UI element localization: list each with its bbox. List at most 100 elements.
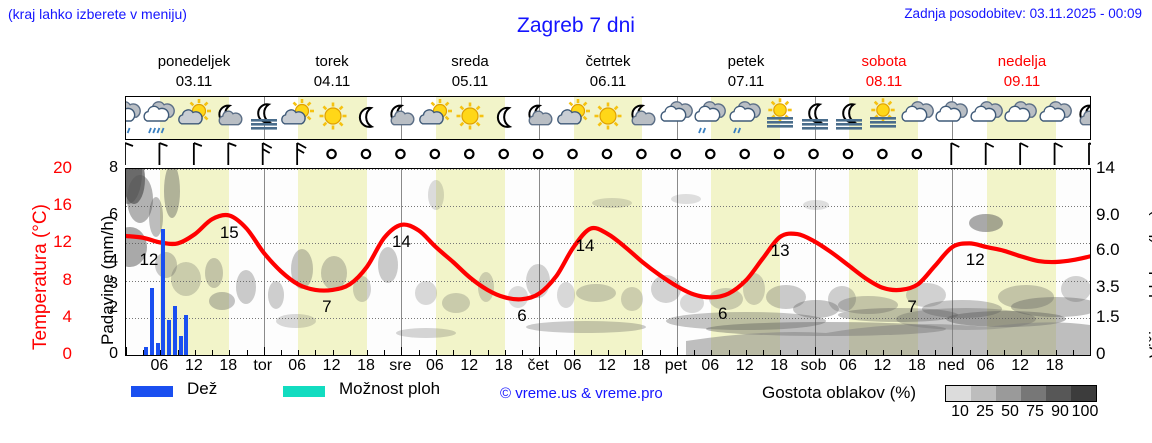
x-tick [177,350,179,355]
sun-icon [591,97,625,139]
precipitation-bar [172,306,177,355]
day-name: sobota [861,53,907,70]
cloud-blob [268,281,284,309]
cloud-density-swatch [1071,386,1096,401]
sun-icon [316,97,350,139]
cloud-blob [508,286,528,308]
x-tick-label: 06 [288,357,307,374]
cloud-icon [1039,97,1073,139]
cloud-blob [666,312,826,330]
sun-cloud-icon [177,97,212,139]
day-date: 08.11 [865,73,903,90]
x-tick [332,350,334,355]
day-date: 05.11 [451,73,489,90]
x-tick-label: sob [800,357,827,374]
x-tick-label: 06 [839,357,857,374]
x-tick-label: 12 [1011,357,1030,374]
rain-legend-swatch [131,386,173,397]
day-separator [401,169,403,355]
x-tick [418,350,420,355]
cloud-blob [621,287,643,311]
precipitation-bar [178,336,183,355]
cloud-blob [906,283,946,307]
x-tick [969,350,971,355]
x-tick [762,350,764,355]
x-tick [298,350,300,355]
cloud-blob [803,200,829,210]
day-header-torek: torek 04.11 [263,52,401,92]
sun-cloud-icon [556,97,591,139]
copyright-link[interactable]: © vreme.us & vreme.pro [500,385,663,402]
cloud-density-swatch [946,386,971,401]
cloud-blob [969,214,1003,232]
low-cloud-layer [686,322,1090,355]
cloud-blob [396,328,456,338]
temperature-point-label: 15 [219,222,239,242]
precipitation-bar [167,320,172,355]
day-name: ponedeljek [157,53,231,70]
temperature-tick-label: 20 [53,158,72,177]
x-tick [917,350,919,355]
cloud-blob [793,300,839,318]
temperature-point-label: 12 [965,250,985,270]
x-tick-label: 06 [976,357,995,374]
cloud-blob [709,288,743,310]
cloud-blob [557,282,575,308]
x-tick-label: 12 [598,357,616,374]
daytime-band [435,169,505,355]
x-tick [1072,350,1074,355]
cloud-icon [1004,97,1038,139]
day-separator [539,169,541,355]
cloud-blob [155,252,177,278]
x-tick [263,347,265,355]
day-date: 06.11 [589,73,627,90]
x-tick-label: ned [937,357,965,374]
day-header-ponedeljek: ponedeljek 03.11 [125,52,263,92]
last-updated-label: Zadnja posodobitev: 03.11.2025 - 00:09 [904,6,1142,21]
cloud-blob [671,194,701,204]
x-tick [212,350,214,355]
temperature-axis-title: Temperatura (°C) [8,180,51,350]
x-tick-label: 12 [322,357,341,374]
x-tick [986,350,988,355]
cloud-blob [353,276,371,302]
daytime-band [711,169,781,355]
day-date: 03.11 [175,73,213,90]
day-separator [676,169,678,355]
cloud-blob [838,308,958,322]
day-name: četrtek [585,53,631,70]
sun-icon [453,97,487,139]
precipitation-axis-title-text: Padavine (mm/h) [98,215,117,345]
sun-cloud-icon [281,97,315,139]
x-tick-label: 18 [1045,357,1064,374]
day-header-sobota: sobota 08.11 [815,52,953,92]
x-tick [625,350,627,355]
x-tick-label: 06 [150,357,169,374]
cloud-blob [164,169,180,218]
moon-cloud-icon [384,97,418,139]
x-tick [711,350,713,355]
x-tick [246,350,248,355]
x-tick-label: 18 [219,357,238,374]
cloud-blob [321,256,347,290]
cloud-density-value: 50 [1001,403,1019,420]
cloud-blob [205,258,223,288]
x-tick [694,350,696,355]
x-tick [315,350,317,355]
x-tick-label: pet [664,357,687,374]
x-tick-label: 18 [494,357,513,374]
gridline [126,169,1090,170]
x-tick [1090,347,1091,355]
wind-barb-strip [125,140,1091,168]
x-tick [590,350,592,355]
x-tick [1038,350,1040,355]
temperature-point-label: 14 [575,235,595,255]
x-tick [573,350,575,355]
day-separator [263,169,265,355]
x-tick [349,350,351,355]
temperature-point-label: 7 [322,296,332,316]
x-tick-label: sre [389,357,412,374]
moon-icon [350,97,384,139]
x-tick-label: 18 [907,357,926,374]
precipitation-axis-title: Padavine (mm/h) [78,185,117,355]
